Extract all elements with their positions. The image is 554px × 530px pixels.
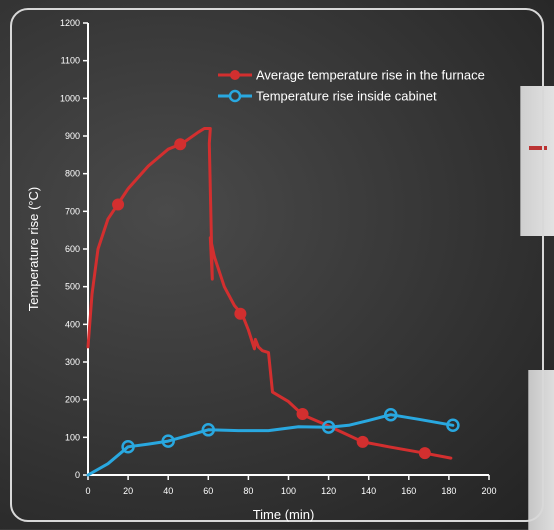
y-tick-label: 900 bbox=[65, 131, 80, 141]
legend: Average temperature rise in the furnace T… bbox=[218, 68, 485, 104]
legend-marker bbox=[228, 89, 242, 103]
y-tick-label: 800 bbox=[65, 169, 80, 179]
y-tick-label: 200 bbox=[65, 395, 80, 405]
legend-marker bbox=[230, 70, 240, 80]
x-tick-label: 80 bbox=[243, 486, 253, 496]
x-axis-title: Time (min) bbox=[253, 507, 315, 522]
legend-item: Temperature rise inside cabinet bbox=[218, 89, 437, 104]
data-point bbox=[384, 407, 398, 422]
y-tick-label: 400 bbox=[65, 319, 80, 329]
y-tick-label: 0 bbox=[75, 470, 80, 480]
x-tick-label: 60 bbox=[203, 486, 213, 496]
data-point bbox=[161, 434, 175, 448]
data-point bbox=[296, 407, 309, 420]
data-point bbox=[121, 440, 135, 454]
series-line bbox=[86, 413, 455, 477]
x-tick-label: 100 bbox=[281, 486, 296, 496]
x-tick-label: 20 bbox=[123, 486, 133, 496]
data-point bbox=[321, 420, 336, 434]
series-line bbox=[86, 127, 453, 460]
x-tick-label: 40 bbox=[163, 486, 173, 496]
data-point bbox=[418, 447, 431, 460]
data-point bbox=[446, 418, 460, 433]
y-axis-ticks: 0 100 200 300 400 500 600 700 800 900 1000 1100 1200 bbox=[60, 18, 88, 480]
x-tick-label: 0 bbox=[85, 486, 90, 496]
y-axis-title: Temperature rise (°C) bbox=[26, 187, 41, 311]
data-point bbox=[356, 435, 369, 448]
y-tick-label: 1100 bbox=[61, 56, 80, 66]
chart-frame bbox=[10, 8, 544, 522]
x-axis-ticks: 0 20 40 60 80 100 120 140 160 180 200 bbox=[85, 475, 497, 496]
x-tick-label: 120 bbox=[321, 486, 336, 496]
x-tick-label: 180 bbox=[441, 486, 456, 496]
y-tick-label: 700 bbox=[65, 206, 80, 216]
series-furnace bbox=[86, 127, 453, 460]
series-cabinet bbox=[86, 407, 460, 477]
series-layer bbox=[86, 127, 460, 477]
legend-item: Average temperature rise in the furnace bbox=[218, 68, 485, 83]
x-tick-label: 200 bbox=[481, 486, 496, 496]
legend-label: Temperature rise inside cabinet bbox=[256, 89, 437, 104]
y-tick-label: 300 bbox=[65, 357, 80, 367]
x-tick-label: 160 bbox=[401, 486, 416, 496]
data-point bbox=[112, 198, 125, 211]
cabinet-logo-mark bbox=[529, 146, 547, 150]
x-tick-label: 140 bbox=[361, 486, 376, 496]
cabinet-photo-lower bbox=[528, 370, 554, 530]
y-tick-label: 500 bbox=[65, 282, 80, 292]
data-point bbox=[174, 138, 187, 151]
data-point bbox=[201, 423, 216, 437]
y-tick-label: 100 bbox=[65, 432, 80, 442]
y-tick-label: 600 bbox=[65, 244, 80, 254]
y-tick-label: 1000 bbox=[60, 93, 80, 103]
legend-label: Average temperature rise in the furnace bbox=[256, 68, 485, 83]
cabinet-photo-upper bbox=[520, 86, 554, 236]
data-point bbox=[234, 307, 247, 320]
y-tick-label: 1200 bbox=[60, 18, 80, 28]
